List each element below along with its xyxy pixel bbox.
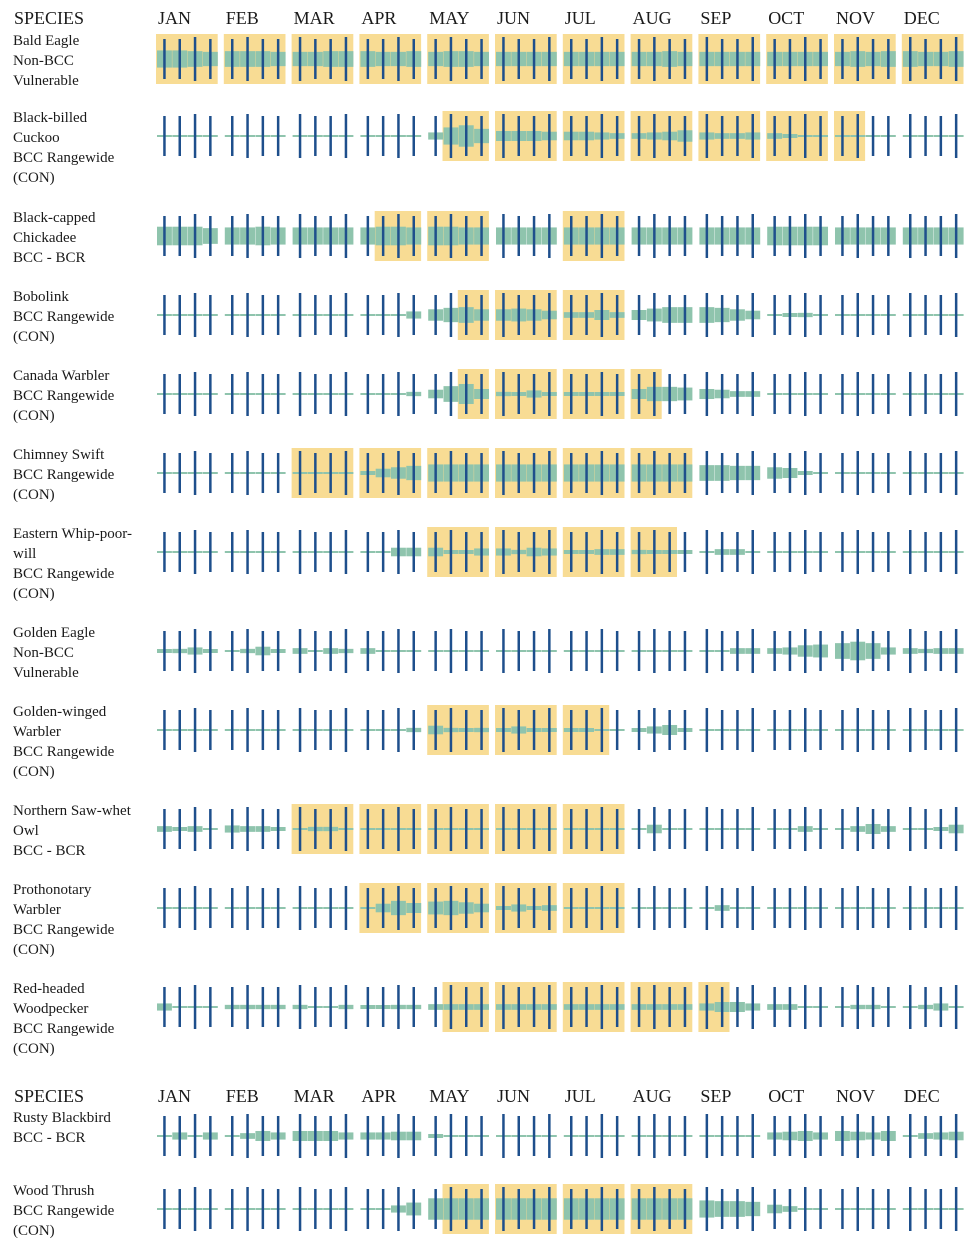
month-header-jun: JUN: [497, 1086, 530, 1106]
species-label-line: BCC Rangewide: [13, 309, 115, 325]
species-row: Wood Thrush BCC Rangewide (CON): [13, 1183, 964, 1239]
month-header-apr: APR: [361, 1086, 396, 1106]
species-column-header: SPECIES: [14, 1086, 84, 1106]
species-label-line: BCC Rangewide: [13, 467, 115, 483]
month-header-jun: JUN: [497, 8, 530, 28]
species-label-line: Chickadee: [13, 230, 77, 246]
species-label-line: (CON): [13, 408, 55, 424]
chart-headers: SPECIES JAN FEB MAR APR MAY JUN JUL AUG SEP OCT NOV…: [14, 8, 940, 1106]
month-header-may: MAY: [429, 1086, 469, 1106]
species-row: Bobolink BCC Rangewide (CON): [13, 289, 964, 345]
species-label-line: BCC Rangewide: [13, 388, 115, 404]
species-label-line: BCC - BCR: [13, 843, 86, 859]
species-label-line: Vulnerable: [13, 665, 79, 681]
month-header-apr: APR: [361, 8, 396, 28]
species-label-line: Cuckoo: [13, 130, 60, 146]
month-header-jul: JUL: [565, 8, 596, 28]
species-row: Canada Warbler BCC Rangewide (CON): [13, 368, 964, 424]
month-header-nov: NOV: [836, 1086, 875, 1106]
species-label-line: Canada Warbler: [13, 368, 109, 384]
month-header-mar: MAR: [294, 1086, 335, 1106]
species-row: Black-capped Chickadee BCC - BCR: [13, 210, 964, 266]
species-label-line: BCC - BCR: [13, 250, 86, 266]
species-label-line: Non-BCC: [13, 53, 74, 69]
month-header-aug: AUG: [633, 8, 672, 28]
month-header-dec: DEC: [904, 1086, 940, 1106]
species-label-line: BCC Rangewide: [13, 1021, 115, 1037]
species-row: Golden-winged Warbler BCC Rangewide (CON): [13, 704, 964, 780]
species-rows: Bald Eagle Non-BCC Vulnerable Black-billed C…: [13, 33, 964, 1239]
species-label-line: Golden Eagle: [13, 625, 95, 641]
species-label-line: Red-headed: [13, 981, 85, 997]
species-row: Prothonotary Warbler BCC Rangewide (CON): [13, 882, 964, 958]
species-label-line: Woodpecker: [13, 1001, 88, 1017]
species-label-line: BCC Rangewide: [13, 150, 115, 166]
species-row: Northern Saw-whet Owl BCC - BCR: [13, 803, 964, 859]
month-header-jan: JAN: [158, 8, 191, 28]
species-label-line: (CON): [13, 586, 55, 602]
species-label-line: will: [13, 546, 36, 562]
month-header-jul: JUL: [565, 1086, 596, 1106]
month-header-oct: OCT: [768, 8, 804, 28]
species-label-line: Chimney Swift: [13, 447, 105, 463]
species-label-line: Bald Eagle: [13, 33, 80, 49]
species-label-line: Rusty Blackbird: [13, 1110, 111, 1126]
species-row: Golden Eagle Non-BCC Vulnerable: [13, 625, 964, 681]
month-header-dec: DEC: [904, 8, 940, 28]
month-header-may: MAY: [429, 8, 469, 28]
species-label-line: Prothonotary: [13, 882, 92, 898]
month-header-sep: SEP: [700, 8, 731, 28]
species-label-line: Golden-winged: [13, 704, 107, 720]
species-row: Bald Eagle Non-BCC Vulnerable: [13, 33, 964, 89]
species-column-header: SPECIES: [14, 8, 84, 28]
species-label-line: Eastern Whip-poor-: [13, 526, 132, 542]
species-label-line: Wood Thrush: [13, 1183, 95, 1199]
month-header-jan: JAN: [158, 1086, 191, 1106]
month-header-oct: OCT: [768, 1086, 804, 1106]
species-label-line: BCC Rangewide: [13, 744, 115, 760]
species-row: Chimney Swift BCC Rangewide (CON): [13, 447, 964, 503]
month-header-nov: NOV: [836, 8, 875, 28]
species-label-line: BCC Rangewide: [13, 566, 115, 582]
month-header-feb: FEB: [226, 1086, 259, 1106]
species-label-line: Vulnerable: [13, 73, 79, 89]
species-label-line: BCC Rangewide: [13, 922, 115, 938]
species-label-line: (CON): [13, 942, 55, 958]
species-label-line: Warbler: [13, 724, 61, 740]
species-label-line: (CON): [13, 764, 55, 780]
species-row: Eastern Whip-poor-will BCC Rangewide (CON): [13, 526, 964, 602]
species-label-line: Northern Saw-whet: [13, 803, 132, 819]
species-label-line: (CON): [13, 1223, 55, 1239]
species-label-line: BCC Rangewide: [13, 1203, 115, 1219]
month-header-feb: FEB: [226, 8, 259, 28]
species-label-line: Black-capped: [13, 210, 96, 226]
species-label-line: Warbler: [13, 902, 61, 918]
month-header-sep: SEP: [700, 1086, 731, 1106]
species-label-line: Owl: [13, 823, 39, 839]
species-label-line: (CON): [13, 170, 55, 186]
species-row: Red-headed Woodpecker BCC Rangewide (CON): [13, 981, 964, 1057]
species-row: Black-billed Cuckoo BCC Rangewide (CON): [13, 110, 964, 186]
species-label-line: Non-BCC: [13, 645, 74, 661]
species-label-line: (CON): [13, 329, 55, 345]
species-label-line: (CON): [13, 1041, 55, 1057]
species-label-line: Black-billed: [13, 110, 88, 126]
species-label-line: (CON): [13, 487, 55, 503]
species-row: Rusty Blackbird BCC - BCR: [13, 1110, 964, 1158]
month-header-mar: MAR: [294, 8, 335, 28]
month-header-aug: AUG: [633, 1086, 672, 1106]
species-label-line: Bobolink: [13, 289, 69, 305]
species-label-line: BCC - BCR: [13, 1130, 86, 1146]
